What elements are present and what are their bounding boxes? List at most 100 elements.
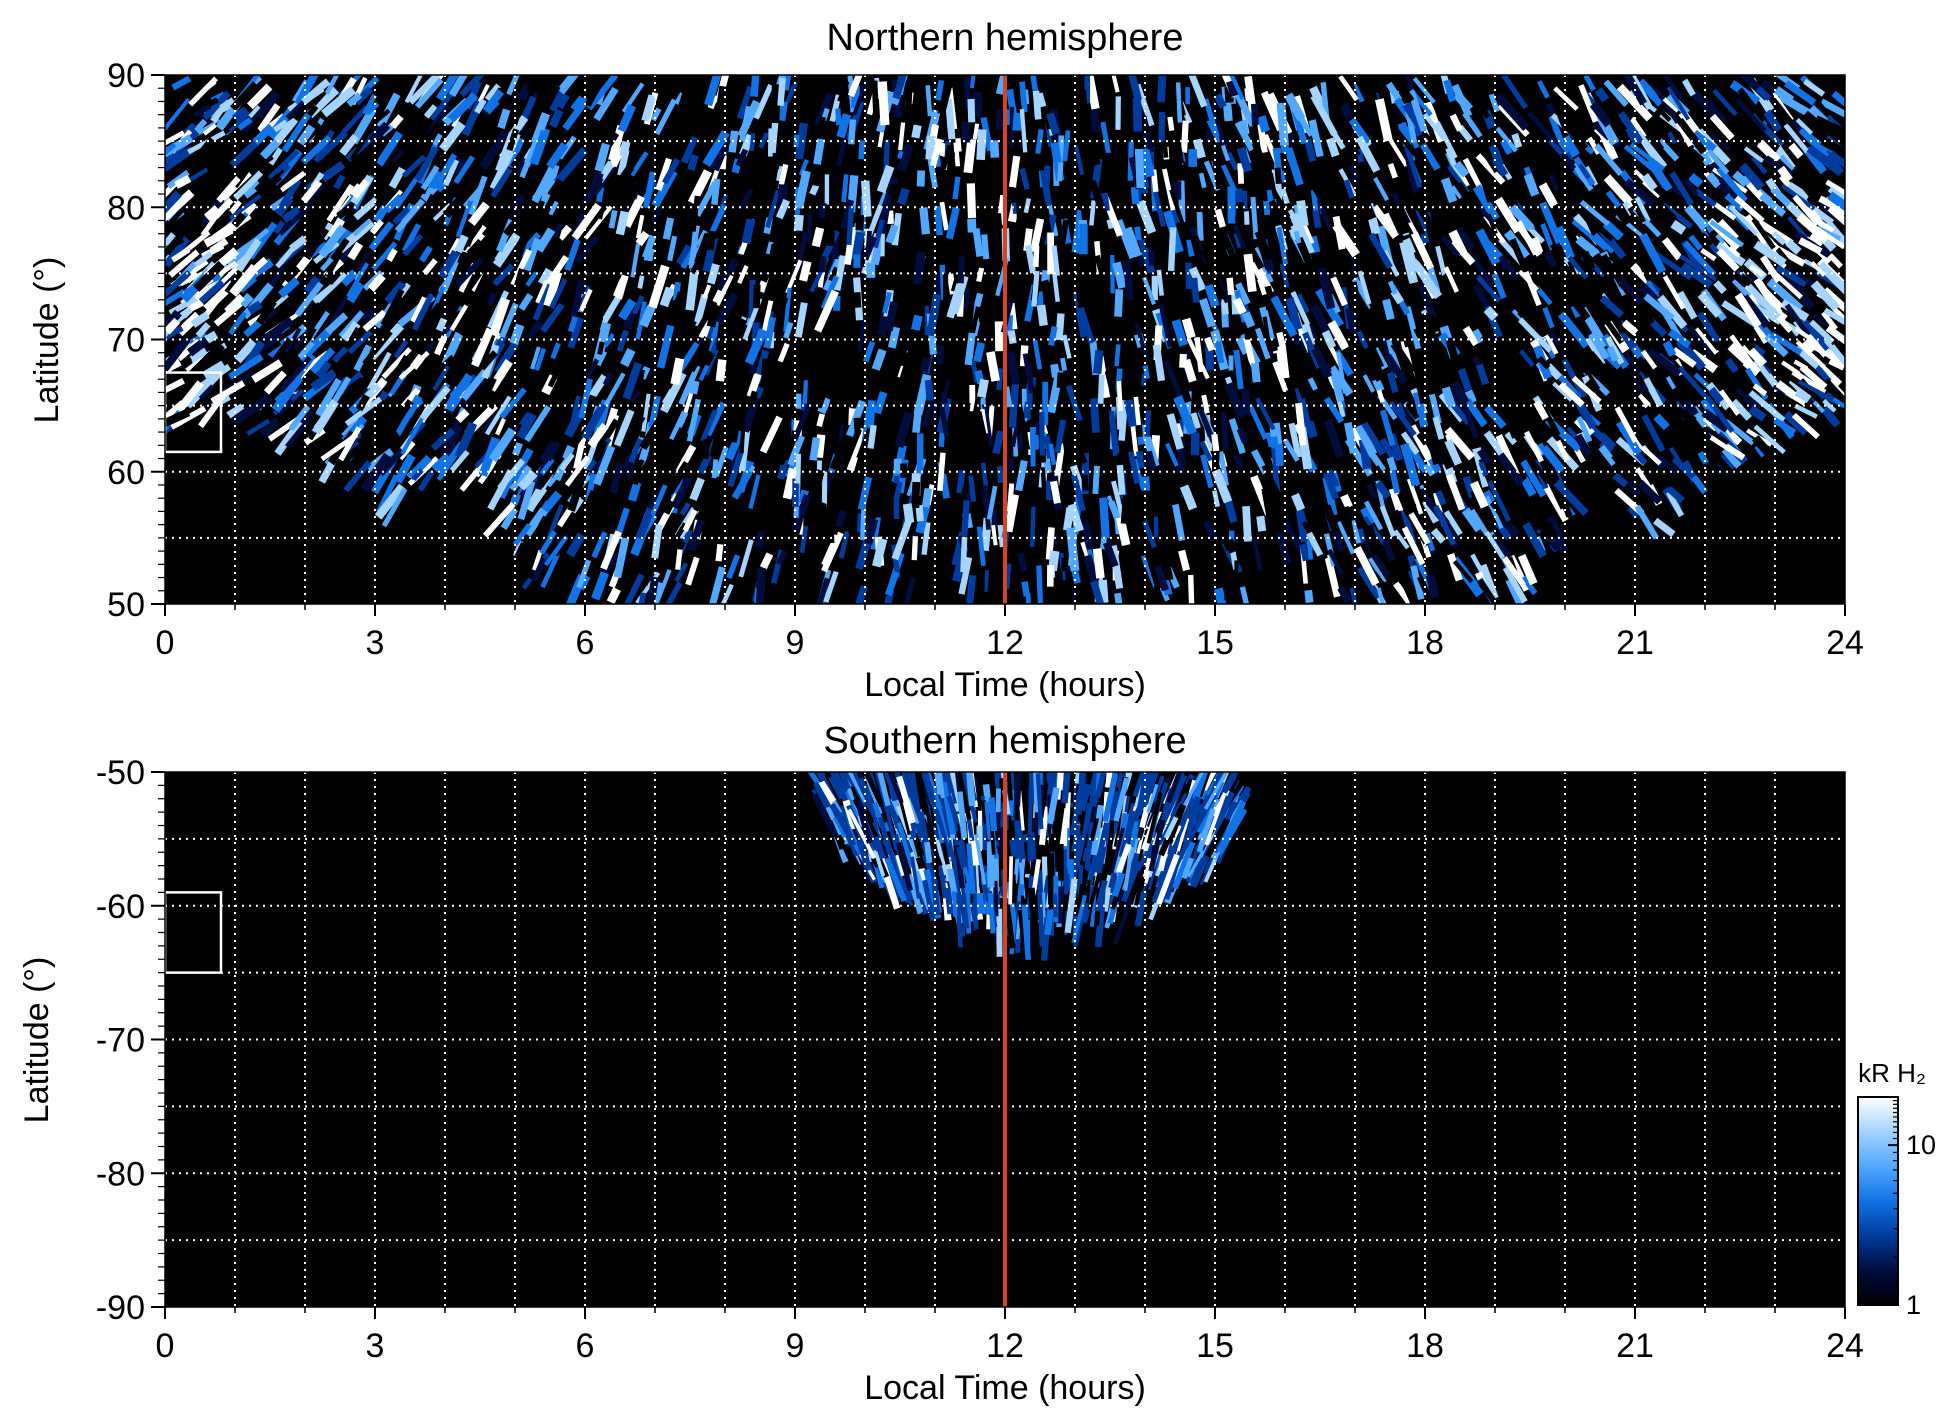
emission-stroke xyxy=(689,477,705,502)
emission-stroke xyxy=(1135,199,1157,235)
emission-stroke xyxy=(1502,269,1526,309)
emission-stroke xyxy=(321,86,357,118)
emission-stroke xyxy=(1307,523,1325,545)
emission-stroke xyxy=(1168,478,1187,513)
emission-stroke xyxy=(1382,298,1395,321)
emission-stroke xyxy=(1424,313,1439,334)
emission-stroke xyxy=(1412,261,1443,300)
emission-stroke xyxy=(495,417,506,436)
emission-stroke xyxy=(622,361,643,400)
emission-stroke xyxy=(554,342,583,381)
emission-stroke xyxy=(1196,808,1216,853)
emission-stroke xyxy=(1092,548,1105,579)
emission-stroke xyxy=(288,235,308,252)
emission-stroke xyxy=(635,230,650,247)
emission-stroke xyxy=(852,79,869,116)
emission-stroke xyxy=(1044,506,1053,522)
emission-stroke xyxy=(919,356,932,373)
emission-stroke xyxy=(1203,772,1229,810)
emission-stroke xyxy=(325,180,348,207)
emission-stroke xyxy=(1648,318,1668,338)
emission-stroke xyxy=(1327,320,1350,351)
emission-stroke xyxy=(1705,172,1722,189)
emission-stroke xyxy=(359,155,379,182)
emission-stroke xyxy=(1368,232,1393,270)
emission-stroke xyxy=(1006,772,1013,801)
emission-stroke xyxy=(323,270,335,285)
emission-stroke xyxy=(1345,307,1358,334)
emission-stroke xyxy=(548,108,564,128)
x-tick-label: 6 xyxy=(576,624,595,662)
emission-stroke xyxy=(837,80,850,103)
emission-stroke xyxy=(1425,573,1440,599)
emission-stroke xyxy=(619,140,631,158)
emission-stroke xyxy=(1705,395,1735,434)
emission-stroke xyxy=(1578,84,1599,123)
emission-stroke xyxy=(1418,75,1442,113)
emission-stroke xyxy=(1045,527,1055,560)
emission-stroke xyxy=(488,427,517,463)
emission-stroke xyxy=(623,573,645,604)
emission-stroke xyxy=(502,542,528,585)
emission-stroke xyxy=(531,515,549,540)
emission-stroke xyxy=(801,558,814,580)
emission-stroke xyxy=(901,772,911,794)
colorbar-tick-label: 10 xyxy=(1906,1130,1936,1160)
emission-stroke xyxy=(871,80,879,114)
emission-stroke xyxy=(682,509,698,532)
emission-stroke xyxy=(410,296,427,323)
emission-stroke xyxy=(1394,491,1404,512)
emission-stroke xyxy=(662,217,675,240)
emission-stroke xyxy=(980,116,994,152)
emission-stroke xyxy=(1443,266,1459,293)
emission-stroke xyxy=(657,579,677,604)
emission-stroke xyxy=(1250,196,1259,240)
emission-stroke xyxy=(884,570,900,597)
emission-stroke xyxy=(686,398,701,442)
emission-stroke xyxy=(1751,343,1766,356)
emission-stroke xyxy=(1109,416,1118,457)
emission-stroke xyxy=(1450,185,1464,200)
emission-stroke xyxy=(170,380,204,419)
emission-stroke xyxy=(660,522,688,562)
emission-stroke xyxy=(1435,245,1447,277)
emission-stroke xyxy=(1329,371,1345,403)
emission-stroke xyxy=(567,472,587,512)
emission-stroke xyxy=(1113,898,1127,929)
emission-stroke xyxy=(1708,386,1724,404)
emission-stroke xyxy=(1515,220,1539,256)
emission-stroke xyxy=(639,549,657,586)
emission-stroke xyxy=(836,113,852,139)
emission-stroke xyxy=(1827,191,1845,211)
emission-stroke xyxy=(1484,495,1504,530)
emission-stroke xyxy=(702,130,730,167)
emission-stroke xyxy=(748,474,761,509)
emission-stroke xyxy=(1039,169,1053,207)
emission-stroke xyxy=(1012,112,1023,131)
emission-stroke xyxy=(925,135,936,160)
emission-stroke xyxy=(891,517,913,561)
emission-stroke xyxy=(1276,331,1287,350)
emission-stroke xyxy=(1794,117,1814,137)
emission-stroke xyxy=(995,109,1005,130)
emission-stroke xyxy=(1779,299,1810,322)
emission-stroke xyxy=(662,87,673,108)
emission-stroke xyxy=(912,251,926,285)
emission-stroke xyxy=(539,530,557,555)
emission-stroke xyxy=(427,470,441,488)
emission-stroke xyxy=(1441,386,1456,409)
emission-stroke xyxy=(1517,307,1547,337)
emission-stroke xyxy=(165,189,195,220)
emission-stroke xyxy=(402,233,424,257)
emission-stroke xyxy=(1821,378,1845,410)
emission-stroke xyxy=(1274,167,1282,185)
emission-stroke xyxy=(191,175,222,201)
emission-stroke xyxy=(896,142,914,173)
emission-stroke xyxy=(1540,444,1566,474)
emission-stroke xyxy=(545,255,569,286)
emission-stroke xyxy=(265,173,283,190)
emission-stroke xyxy=(1304,589,1314,603)
emission-stroke xyxy=(902,503,915,524)
colorbar: kR H₂ 110 xyxy=(1857,1058,1936,1320)
emission-stroke xyxy=(219,97,237,113)
